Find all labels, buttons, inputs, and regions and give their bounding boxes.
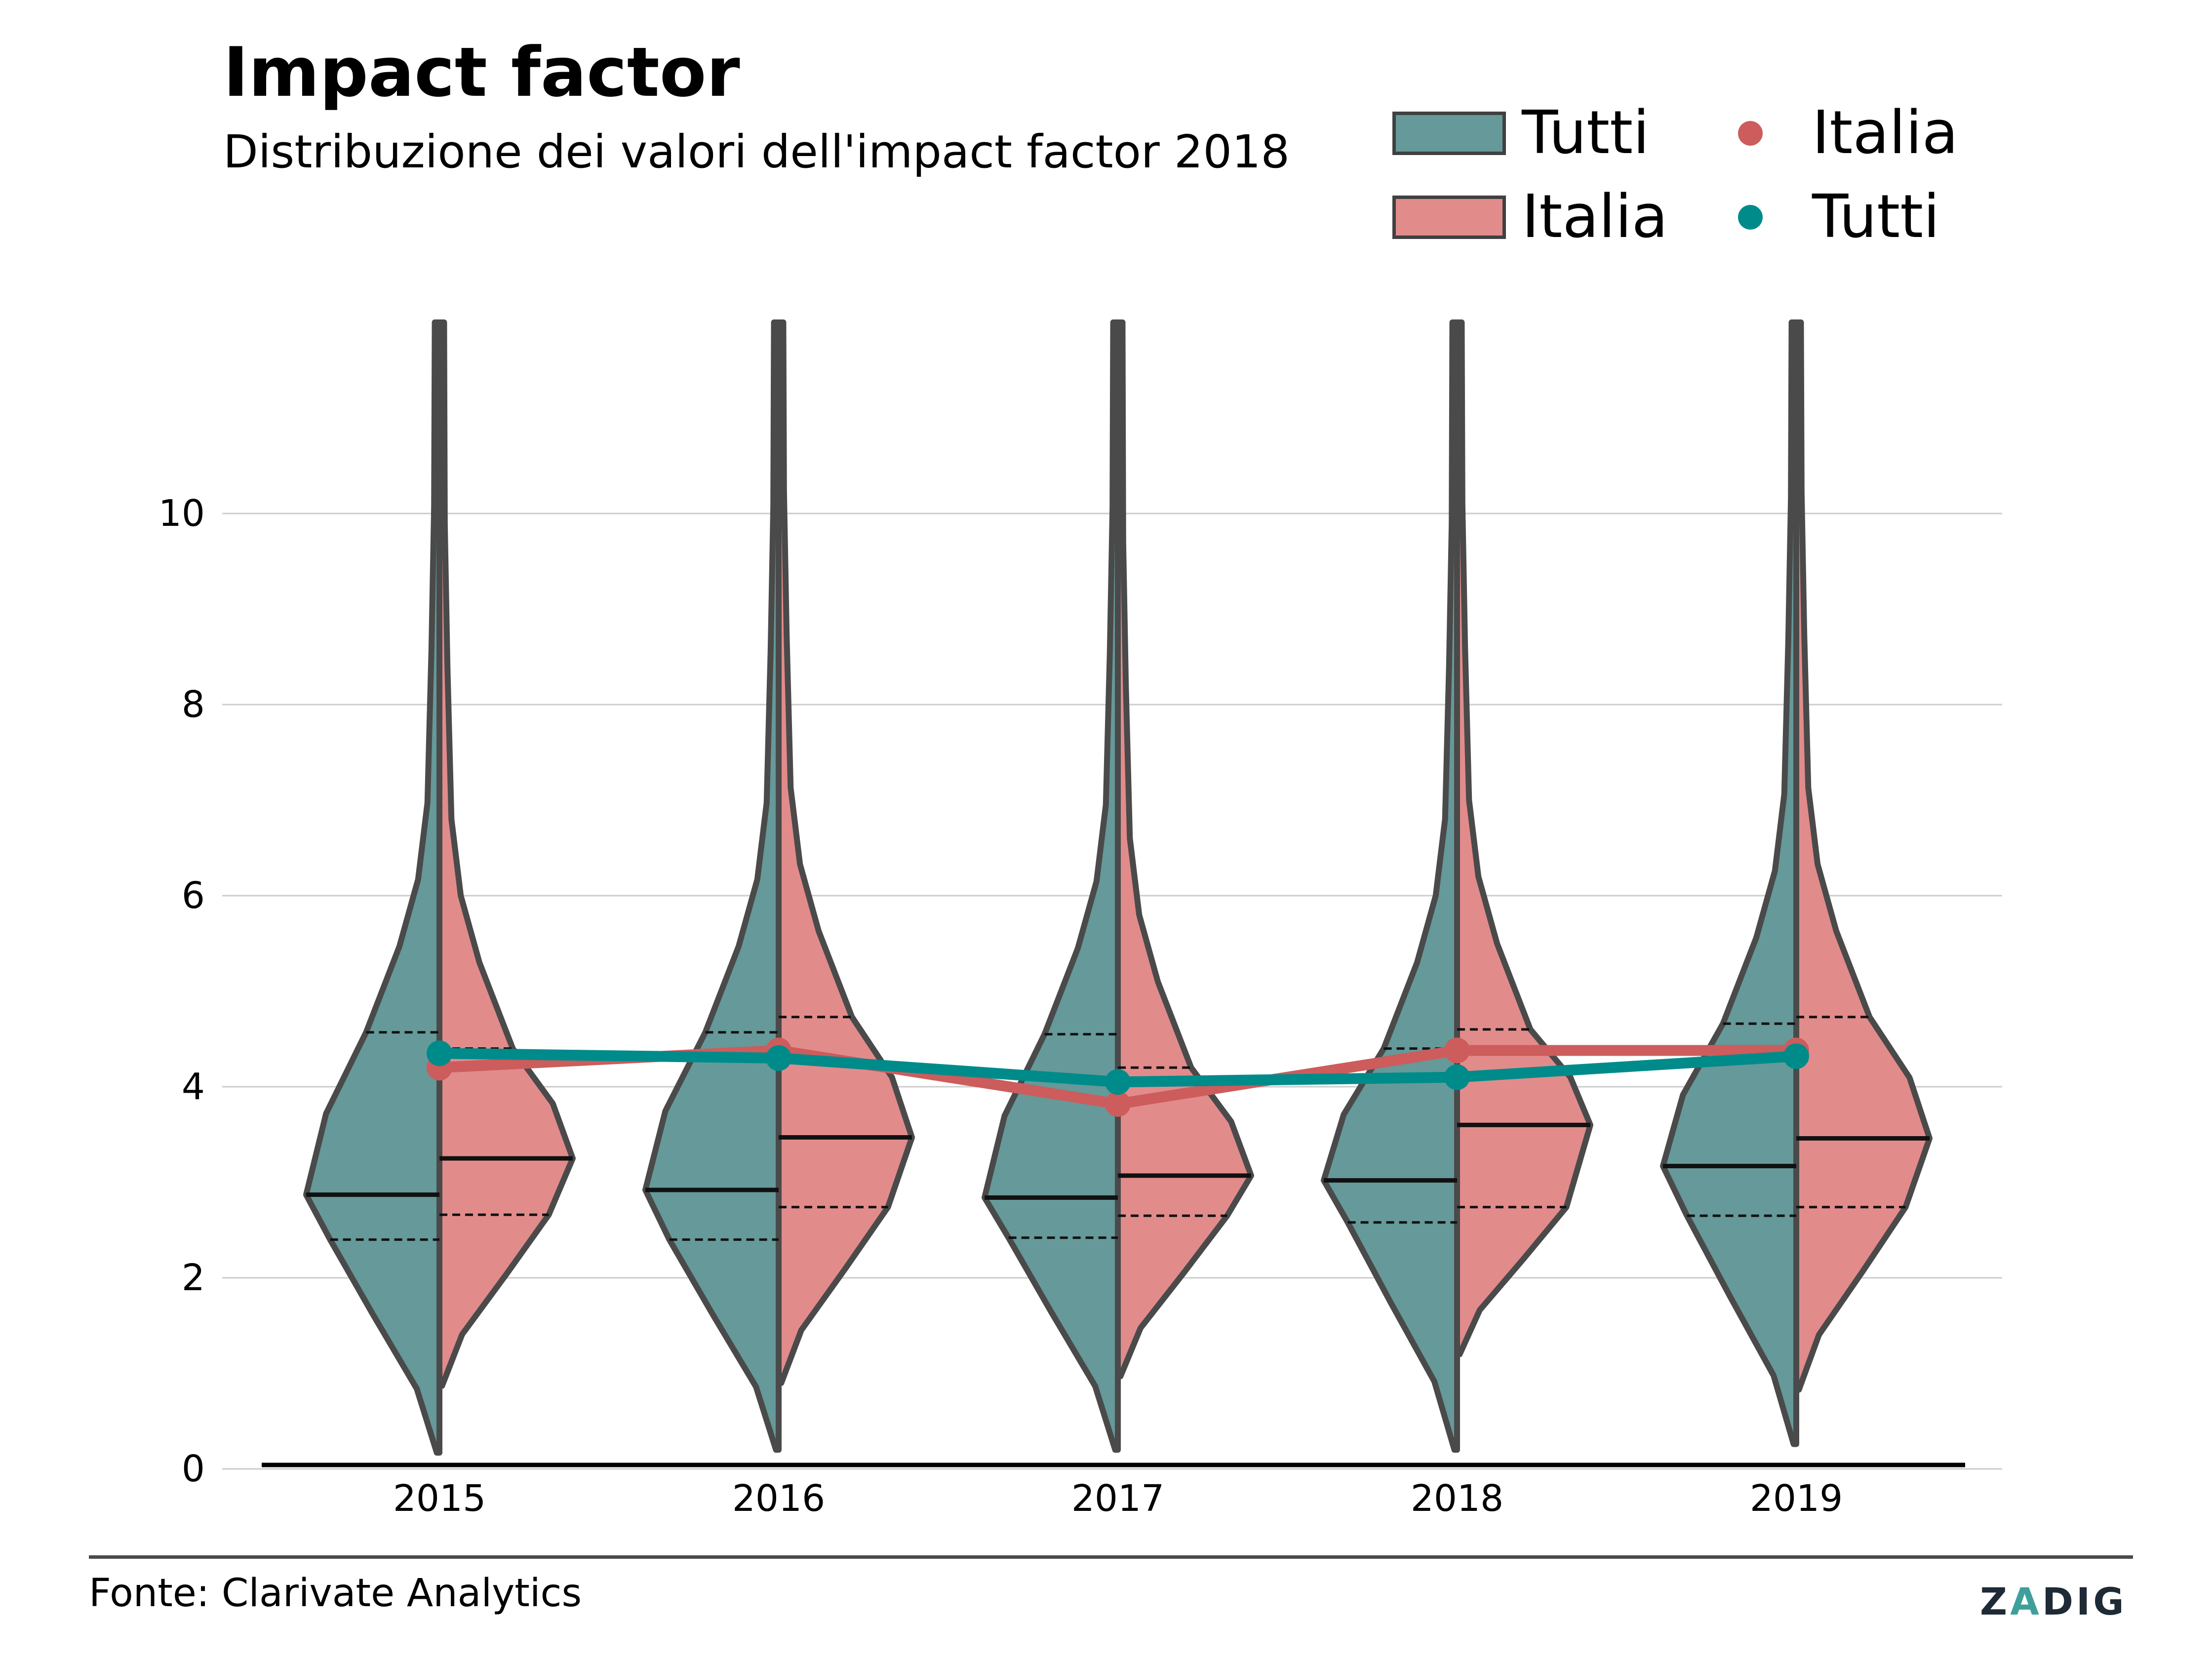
legend-label-italia-line: Italia bbox=[1812, 99, 1959, 167]
legend-label-tutti-violin: Tutti bbox=[1522, 99, 1650, 167]
logo-text-accent: A bbox=[2010, 1580, 2042, 1623]
legend: Tutti Italia Italia Tutti bbox=[1392, 99, 2010, 262]
x-tick-label-2019: 2019 bbox=[1750, 1477, 1843, 1520]
legend-dot-tutti bbox=[1738, 205, 1763, 230]
series-point-italia-2018 bbox=[1444, 1037, 1470, 1064]
violin-italia-2015 bbox=[436, 319, 576, 1389]
logo-text-right: DIG bbox=[2042, 1580, 2127, 1623]
violin-tutti-2015 bbox=[303, 319, 442, 1456]
y-tick-label-10: 10 bbox=[158, 492, 205, 535]
violins bbox=[303, 319, 1933, 1456]
x-tick-label-2017: 2017 bbox=[1071, 1477, 1164, 1520]
legend-item-tutti-violin: Tutti bbox=[1392, 104, 1650, 163]
violin-tutti-2016 bbox=[642, 319, 782, 1453]
mean-lines bbox=[427, 1037, 1809, 1117]
legend-item-italia-line: Italia bbox=[1738, 104, 1958, 163]
series-point-tutti-2018 bbox=[1444, 1064, 1470, 1090]
y-tick-label-2: 2 bbox=[182, 1257, 205, 1299]
x-tick-label-2018: 2018 bbox=[1411, 1477, 1503, 1520]
x-tick-label-2016: 2016 bbox=[732, 1477, 825, 1520]
legend-swatch-italia bbox=[1392, 196, 1506, 239]
source-note: Fonte: Clarivate Analytics bbox=[89, 1571, 582, 1616]
series-point-italia-2017 bbox=[1105, 1091, 1131, 1117]
legend-swatch-tutti bbox=[1392, 112, 1506, 155]
legend-label-tutti-line: Tutti bbox=[1812, 183, 1940, 251]
chart-subtitle: Distribuzione dei valori dell'impact fac… bbox=[223, 125, 1290, 178]
violin-italia-2016 bbox=[776, 319, 915, 1386]
violin-tutti-2019 bbox=[1660, 319, 1799, 1447]
x-tick-label-2015: 2015 bbox=[393, 1477, 486, 1520]
chart-title: Impact factor bbox=[223, 33, 740, 112]
y-tick-label-6: 6 bbox=[182, 874, 205, 917]
violin-italia-2017 bbox=[1115, 319, 1254, 1380]
logo-text-left: Z bbox=[1980, 1580, 2011, 1623]
series-point-tutti-2015 bbox=[427, 1040, 452, 1066]
series-point-tutti-2017 bbox=[1105, 1069, 1131, 1095]
series-point-tutti-2016 bbox=[766, 1045, 791, 1071]
y-tick-label-0: 0 bbox=[182, 1448, 205, 1490]
violin-tutti-2018 bbox=[1321, 319, 1460, 1453]
legend-item-italia-violin: Italia bbox=[1392, 188, 1668, 247]
violin-italia-2018 bbox=[1454, 319, 1593, 1357]
legend-dot-italia bbox=[1738, 121, 1763, 146]
legend-item-tutti-line: Tutti bbox=[1738, 188, 1940, 247]
legend-label-italia-violin: Italia bbox=[1522, 183, 1668, 251]
violin-italia-2019 bbox=[1793, 319, 1933, 1393]
zadig-logo: ZADIG bbox=[1980, 1583, 2127, 1620]
y-tick-label-4: 4 bbox=[182, 1066, 205, 1108]
series-point-tutti-2019 bbox=[1783, 1043, 1809, 1069]
y-tick-label-8: 8 bbox=[182, 683, 205, 726]
axes: 0 2 4 6 8 10 2015 2016 2017 2018 2019 bbox=[158, 492, 1965, 1520]
footer-divider bbox=[89, 1555, 2133, 1559]
violin-tutti-2017 bbox=[982, 319, 1121, 1453]
